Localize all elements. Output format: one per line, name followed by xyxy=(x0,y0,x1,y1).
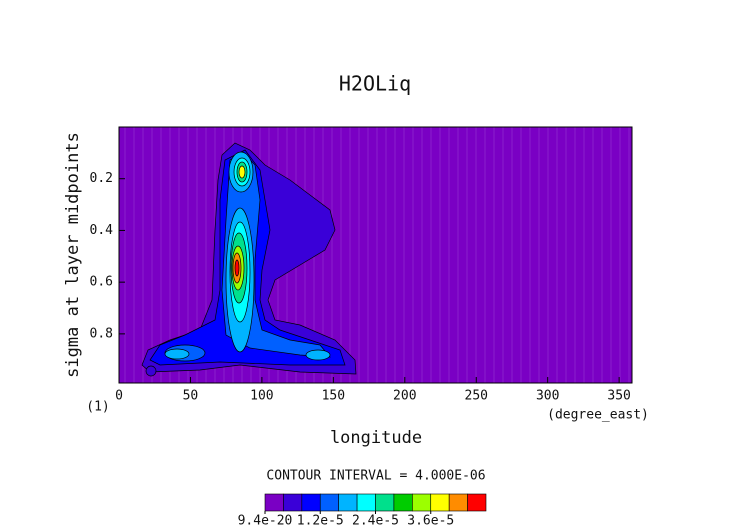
colorbar-swatch xyxy=(319,493,339,512)
contour-region xyxy=(305,349,331,361)
chart-title: H2OLiq xyxy=(339,72,411,96)
contour-field xyxy=(141,142,357,377)
contour-region xyxy=(238,165,246,179)
x-tick-label: 0 xyxy=(115,389,123,404)
x-tick-label: 350 xyxy=(607,389,630,404)
x-tick-label: 300 xyxy=(536,389,559,404)
colorbar-tick-label: 9.4e-20 xyxy=(238,514,293,529)
y-units: (1) xyxy=(86,400,109,415)
x-axis-label: longitude xyxy=(330,428,422,448)
y-tick-label: 0.6 xyxy=(90,275,113,290)
colorbar-tick-label: 2.4e-5 xyxy=(352,514,399,529)
colorbar-swatch xyxy=(448,493,468,512)
x-tick-label: 250 xyxy=(465,389,488,404)
colorbar-swatch xyxy=(430,493,450,512)
colorbar-swatch xyxy=(264,493,284,512)
y-axis-label: sigma at layer midpoints xyxy=(63,132,83,378)
x-tick-label: 200 xyxy=(393,389,416,404)
colorbar-swatch xyxy=(301,493,321,512)
colorbar-swatch xyxy=(467,493,487,512)
colorbar-swatch xyxy=(283,493,303,512)
y-tick-label: 0.4 xyxy=(90,223,114,238)
colorbar-swatch xyxy=(338,493,358,512)
x-units: (degree_east) xyxy=(547,408,649,423)
y-tick-label: 0.2 xyxy=(90,171,113,186)
y-tick-label: 0.8 xyxy=(90,326,113,341)
colorbar-swatch xyxy=(412,493,432,512)
x-tick-label: 150 xyxy=(322,389,345,404)
plot-frame xyxy=(118,126,633,384)
contour-interval: CONTOUR INTERVAL = 4.000E-06 xyxy=(266,469,485,484)
contour-region xyxy=(145,365,157,377)
x-tick-label: 50 xyxy=(183,389,199,404)
contour-region xyxy=(164,348,190,360)
colorbar-swatch xyxy=(356,493,376,512)
colorbar-tick-label: 3.6e-5 xyxy=(407,514,454,529)
colorbar-tick-label: 1.2e-5 xyxy=(297,514,344,529)
colorbar-swatch xyxy=(375,493,395,512)
contour-region xyxy=(234,259,240,277)
x-tick-label: 100 xyxy=(250,389,273,404)
colorbar-swatch xyxy=(393,493,413,512)
